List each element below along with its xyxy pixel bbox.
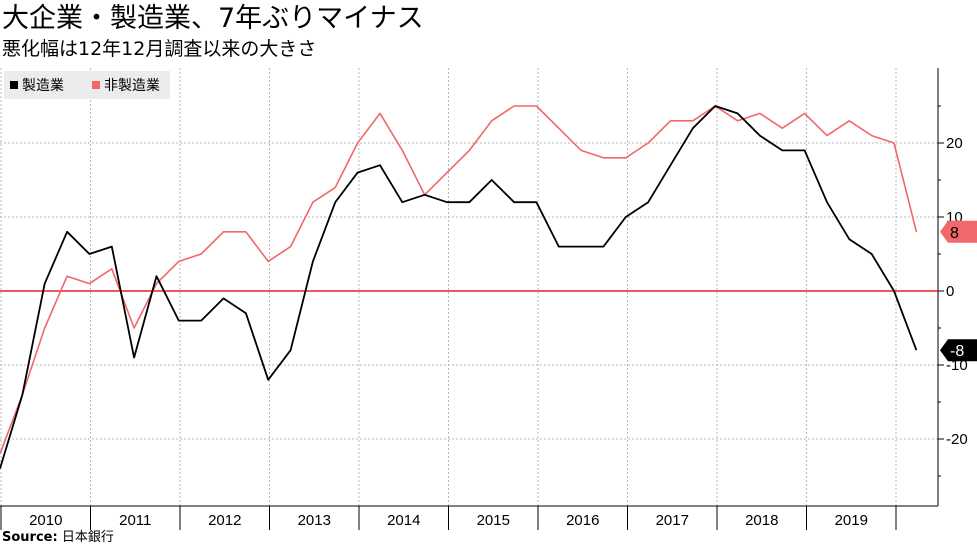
y-tick-label: -20 [946,431,968,448]
legend-label: 非製造業 [104,78,160,94]
x-tick-label: 2011 [119,512,151,529]
last-value-flag [940,220,977,243]
last-value-label: 8 [950,225,959,242]
y-tick-label: 20 [946,135,963,152]
chart-title: 大企業・製造業、7年ぶりマイナス [2,3,424,34]
source-note: Source: 日本銀行 [2,530,114,546]
chart-subtitle: 悪化幅は12年12月調査以来の大きさ [2,38,317,60]
x-tick-label: 2012 [208,512,241,529]
series-line-manufacturing [0,105,918,469]
x-tick-label: 2016 [566,512,599,529]
x-tick-label: 2019 [835,512,868,529]
legend-swatch [10,81,18,89]
source-value: 日本銀行 [61,530,114,545]
y-tick-label: 0 [946,283,954,300]
x-tick-label: 2015 [477,512,510,529]
x-tick-label: 2017 [656,512,689,529]
legend-label: 製造業 [22,78,64,94]
source-label: Source: [2,530,58,545]
x-tick-label: 2013 [298,512,331,529]
y-tick-label: -10 [946,357,968,374]
x-tick-label: 2010 [29,512,62,529]
last-value-flag [940,339,977,362]
legend-box [4,71,170,99]
legend-swatch [92,81,100,89]
x-tick-label: 2014 [387,512,420,529]
x-tick-label: 2018 [745,512,778,529]
last-value-label: -8 [950,343,964,360]
series-line-non-manufacturing [0,105,918,455]
